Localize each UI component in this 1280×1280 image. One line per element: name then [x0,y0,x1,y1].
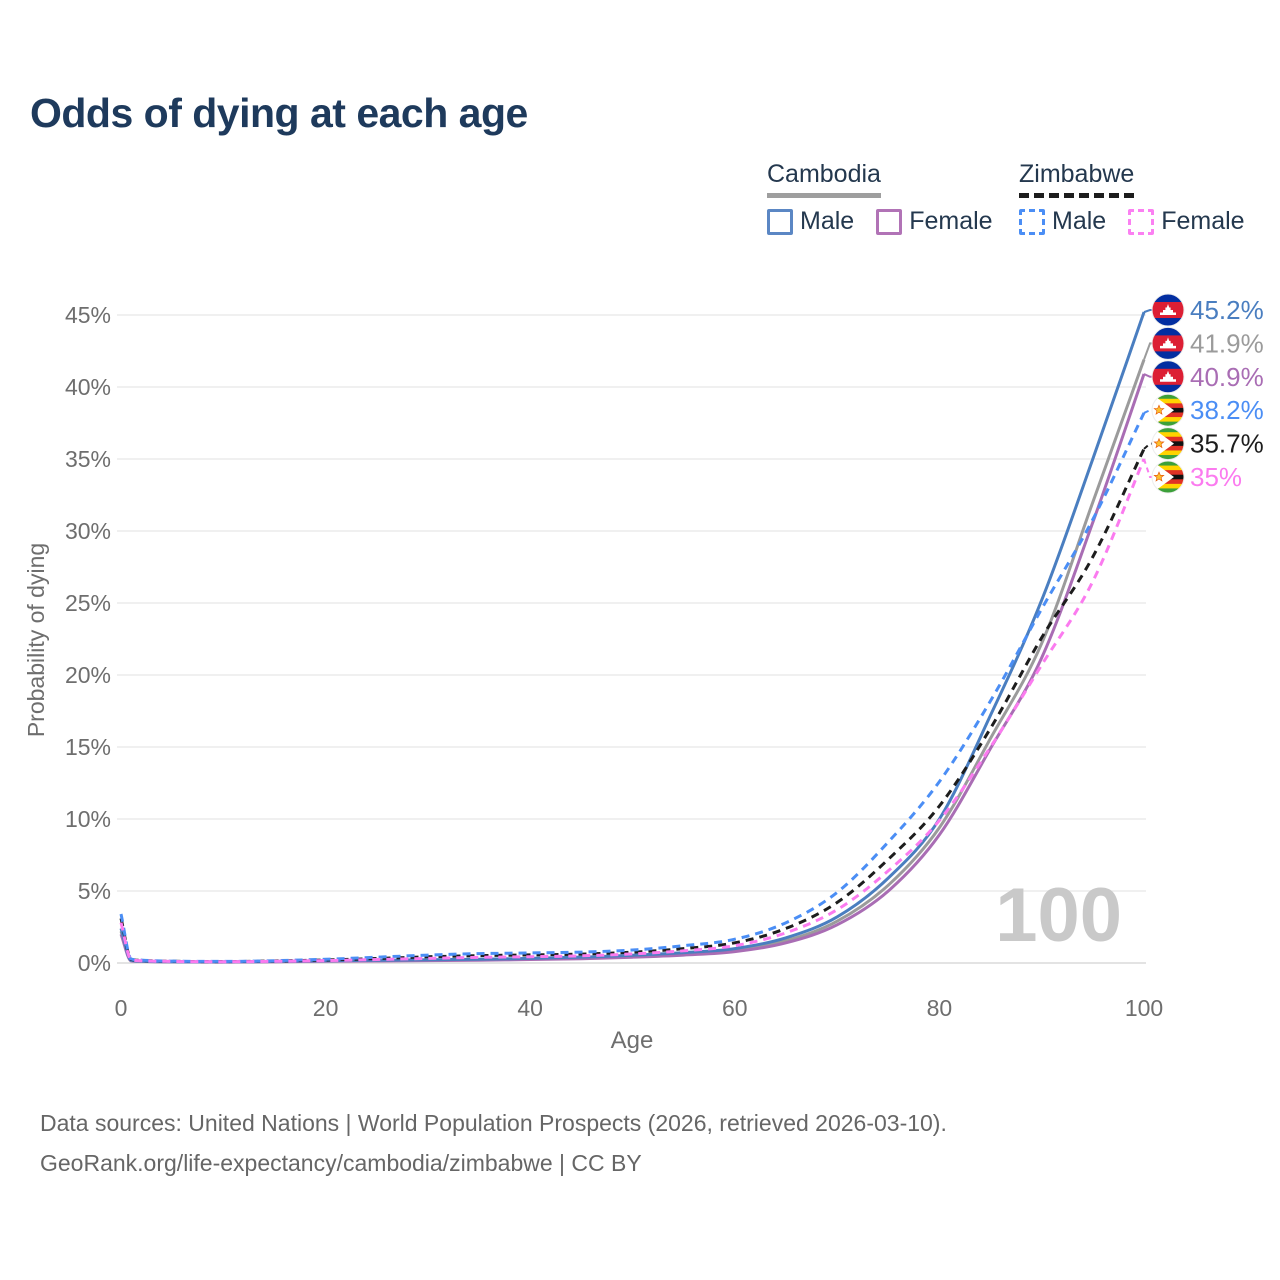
y-tick-label: 10% [65,806,111,832]
end-value-label-cambodia-female: 40.9% [1190,362,1264,392]
end-label-connector [1143,409,1152,414]
cambodia-flag-icon [1151,360,1185,394]
zimbabwe-flag-icon [1151,393,1185,427]
series-line-cambodia-both-sexes[interactable] [119,359,1146,964]
data-sources-text: Data sources: United Nations | World Pop… [40,1110,947,1136]
cambodia-flag-icon [1151,293,1185,327]
y-tick-label: 25% [65,590,111,616]
attribution-link-text: GeoRank.org/life-expectancy/cambodia/zim… [40,1150,642,1176]
series-line-zimbabwe-both-sexes[interactable] [119,448,1146,964]
end-label-connector [1143,342,1152,360]
cambodia-male-swatch-icon[interactable] [767,208,793,235]
y-tick-label: 20% [65,662,111,688]
x-tick-label: 100 [1125,995,1163,1021]
x-tick-label: 60 [722,995,748,1021]
series-line-zimbabwe-male[interactable] [119,412,1146,963]
x-tick-label: 0 [115,995,128,1021]
legend-group-zimbabwe: Zimbabwe Male Female [1019,160,1245,236]
x-tick-label: 20 [313,995,339,1021]
y-tick-label: 40% [65,374,111,400]
x-axis-title: Age [611,1027,654,1054]
legend-item-cambodia-female[interactable]: Female [876,207,993,236]
page-title: Odds of dying at each age [30,90,528,136]
age-watermark: 100 [995,873,1122,958]
legend-item-label: Male [800,207,855,235]
y-tick-label: 0% [78,950,111,976]
cambodia-female-swatch-icon[interactable] [876,208,903,235]
legend-item-label: Female [909,207,993,235]
x-tick-label: 40 [517,995,543,1021]
zimbabwe-flag-icon [1151,427,1185,461]
series-line-cambodia-female[interactable] [119,373,1146,964]
end-label-connector [1143,458,1152,478]
series-line-zimbabwe-female[interactable] [119,458,1146,964]
legend-item-cambodia-male[interactable]: Male [767,207,854,236]
y-tick-label: 15% [65,734,111,760]
end-value-label-zimbabwe-both-sexes: 35.7% [1190,429,1264,459]
end-value-label-cambodia-male: 45.2% [1190,295,1264,325]
legend-item-label: Male [1052,207,1107,235]
y-tick-label: 35% [65,446,111,472]
y-tick-label: 30% [65,518,111,544]
x-tick-label: 80 [927,995,953,1021]
end-label-connector [1143,442,1152,450]
end-label-connector [1143,309,1152,314]
y-tick-label: 45% [65,302,111,328]
cambodia-flag-icon [1151,326,1185,360]
legend-group-cambodia: Cambodia Male Female [767,160,993,236]
end-value-label-zimbabwe-male: 38.2% [1190,395,1264,425]
zimbabwe-male-swatch-icon[interactable] [1019,208,1045,235]
end-label-connector [1143,373,1152,378]
legend-item-zimbabwe-female[interactable]: Female [1128,207,1245,236]
legend-country-zimbabwe: Zimbabwe [1019,160,1135,198]
legend-item-zimbabwe-male[interactable]: Male [1019,207,1106,236]
series-line-cambodia-male[interactable] [119,311,1146,964]
legend-country-cambodia: Cambodia [767,160,881,198]
end-value-label-zimbabwe-female: 35% [1190,462,1242,492]
zimbabwe-flag-icon [1151,460,1185,494]
zimbabwe-female-swatch-icon[interactable] [1128,208,1155,235]
end-value-label-cambodia-both-sexes: 41.9% [1190,328,1264,358]
y-axis-title: Probability of dying [23,543,49,737]
legend-item-label: Female [1161,207,1245,235]
y-tick-label: 5% [78,878,111,904]
